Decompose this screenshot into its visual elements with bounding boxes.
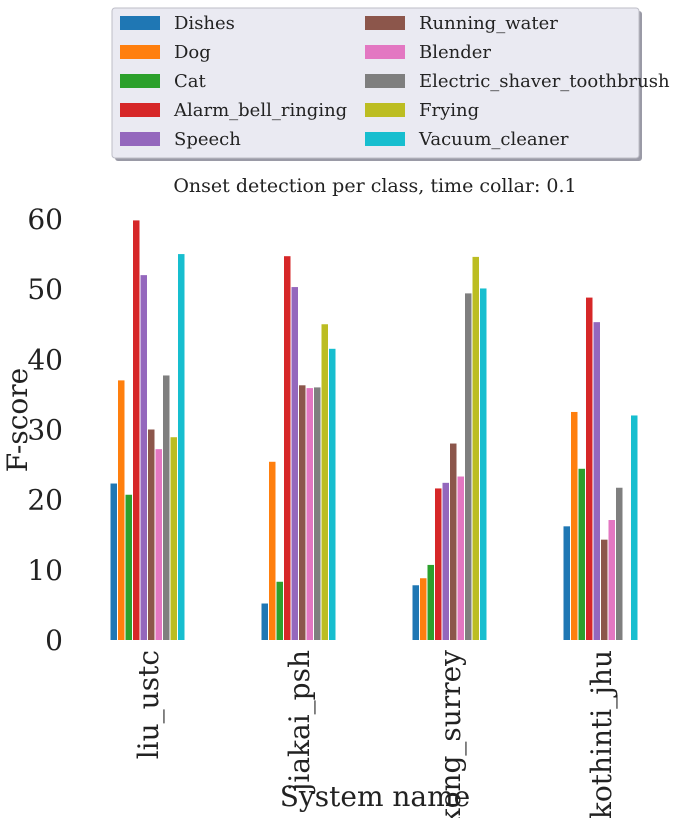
- bar-liu-ustc-cat: [125, 494, 132, 640]
- bar-kothinti-jhu-cat: [578, 468, 585, 640]
- bar-kong-surrey-electric-shaver-toothbrush: [465, 293, 472, 640]
- bar-liu-ustc-frying: [170, 437, 177, 640]
- bar-kong-surrey-cat: [427, 564, 434, 640]
- x-tick-label: kothinti_jhu: [585, 650, 618, 818]
- y-tick-label: 50: [27, 273, 63, 306]
- y-axis: 0 10 20 30 40 50 60: [27, 203, 63, 657]
- bar-jiakai-psh-blender: [306, 388, 313, 640]
- x-tick-label: jiakai_psh: [283, 650, 316, 794]
- legend-label-vacuum-cleaner: Vacuum_cleaner: [418, 129, 569, 150]
- bar-kothinti-jhu-vacuum-cleaner: [631, 415, 638, 640]
- bar-liu-ustc-blender: [155, 449, 162, 640]
- chart-title: Onset detection per class, time collar: …: [173, 175, 576, 197]
- bar-jiakai-psh-dog: [269, 461, 276, 640]
- bar-jiakai-psh-dishes: [261, 603, 268, 640]
- legend-label-dog: Dog: [174, 42, 211, 63]
- bars: [110, 220, 638, 640]
- bar-jiakai-psh-vacuum-cleaner: [329, 348, 336, 640]
- bar-kothinti-jhu-speech: [593, 322, 600, 640]
- y-tick-label: 20: [27, 484, 63, 517]
- y-axis-label: F-score: [1, 368, 34, 473]
- legend-label-electric-shaver-toothbrush: Electric_shaver_toothbrush: [419, 71, 670, 92]
- legend-swatch-dog: [120, 45, 160, 59]
- y-tick-label: 10: [27, 554, 63, 587]
- bar-jiakai-psh-frying: [321, 324, 328, 640]
- legend-label-frying: Frying: [419, 100, 479, 121]
- y-tick-label: 0: [45, 624, 63, 657]
- bar-liu-ustc-running-water: [148, 429, 155, 640]
- bar-jiakai-psh-speech: [291, 287, 298, 640]
- legend-swatch-alarm-bell-ringing: [120, 103, 160, 117]
- y-tick-label: 60: [27, 203, 63, 236]
- legend-label-cat: Cat: [174, 71, 207, 92]
- bar-kong-surrey-vacuum-cleaner: [480, 288, 487, 640]
- bar-jiakai-psh-running-water: [299, 385, 306, 640]
- legend-label-dishes: Dishes: [174, 13, 235, 34]
- bar-liu-ustc-electric-shaver-toothbrush: [163, 375, 170, 640]
- bar-jiakai-psh-electric-shaver-toothbrush: [314, 387, 321, 640]
- bar-liu-ustc-dishes: [110, 483, 117, 640]
- bar-kong-surrey-frying: [472, 256, 479, 640]
- x-tick-label: liu_ustc: [132, 650, 165, 759]
- bar-liu-ustc-vacuum-cleaner: [178, 254, 185, 640]
- legend-swatch-vacuum-cleaner: [365, 132, 405, 146]
- bar-kong-surrey-dog: [420, 578, 427, 640]
- legend: Dishes Dog Cat Alarm_bell_ringing Speech Runn…: [111, 7, 670, 161]
- bar-kong-surrey-alarm-bell-ringing: [435, 488, 442, 640]
- y-tick-label: 30: [27, 414, 63, 447]
- x-tick-label: kong_surrey: [434, 650, 467, 818]
- bar-kong-surrey-dishes: [412, 585, 419, 640]
- bar-kothinti-jhu-dishes: [563, 526, 570, 640]
- bar-kothinti-jhu-dog: [571, 411, 578, 640]
- legend-swatch-frying: [365, 103, 405, 117]
- bar-kothinti-jhu-running-water: [601, 539, 608, 640]
- bar-liu-ustc-speech: [140, 275, 147, 640]
- x-axis: liu_ustc jiakai_psh kong_surrey kothinti_jh…: [132, 650, 618, 818]
- legend-label-blender: Blender: [419, 42, 491, 63]
- bar-kong-surrey-running-water: [450, 443, 457, 640]
- bar-kothinti-jhu-electric-shaver-toothbrush: [616, 487, 623, 640]
- legend-label-alarm-bell-ringing: Alarm_bell_ringing: [173, 100, 347, 121]
- legend-swatch-electric-shaver-toothbrush: [365, 74, 405, 88]
- bar-kothinti-jhu-blender: [608, 520, 615, 640]
- bar-liu-ustc-dog: [118, 380, 125, 640]
- legend-label-running-water: Running_water: [419, 13, 558, 34]
- y-tick-label: 40: [27, 343, 63, 376]
- legend-swatch-blender: [365, 45, 405, 59]
- bar-liu-ustc-alarm-bell-ringing: [133, 220, 140, 640]
- bar-kong-surrey-blender: [457, 476, 464, 640]
- bar-kothinti-jhu-alarm-bell-ringing: [586, 297, 593, 640]
- x-axis-label: System name: [280, 780, 471, 813]
- legend-swatch-dishes: [120, 16, 160, 30]
- legend-swatch-speech: [120, 132, 160, 146]
- bar-kong-surrey-speech: [442, 482, 449, 640]
- bar-jiakai-psh-alarm-bell-ringing: [284, 256, 291, 640]
- legend-swatch-running-water: [365, 16, 405, 30]
- legend-swatch-cat: [120, 74, 160, 88]
- legend-label-speech: Speech: [174, 129, 241, 150]
- bar-jiakai-psh-cat: [276, 581, 283, 640]
